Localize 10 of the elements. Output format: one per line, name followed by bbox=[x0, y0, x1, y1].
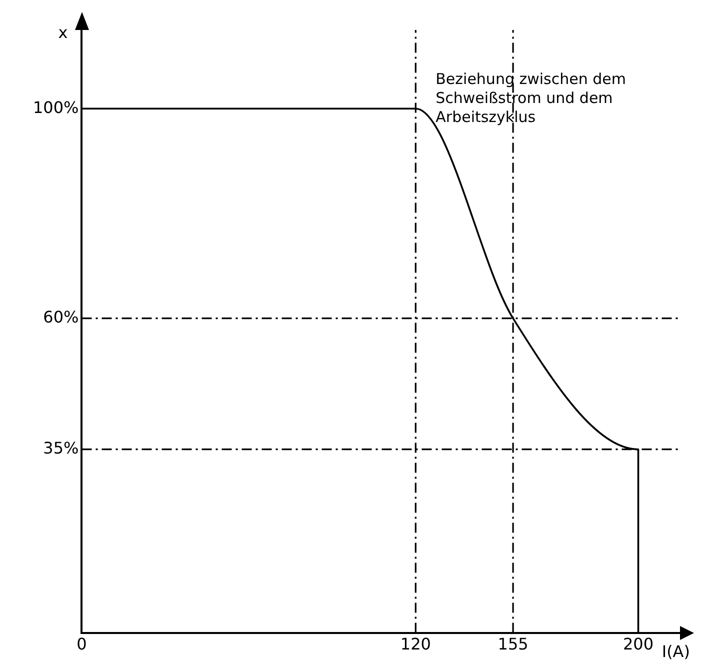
y-axis-title: x bbox=[58, 23, 68, 42]
y-tick-label: 60% bbox=[43, 307, 79, 326]
x-tick-label: 200 bbox=[622, 634, 654, 654]
x-axis-title: I(A) bbox=[662, 642, 690, 661]
x-tick-label: 155 bbox=[498, 634, 528, 654]
y-tick-label: 100% bbox=[32, 98, 79, 117]
y-tick-label: 35% bbox=[43, 438, 79, 458]
annotation: Beziehung zwischen dem Schweißstrom und dem Arbeitszyklus bbox=[436, 70, 627, 127]
x-tick-label: 120 bbox=[400, 634, 431, 654]
x-tick-label: 0 bbox=[76, 634, 87, 654]
